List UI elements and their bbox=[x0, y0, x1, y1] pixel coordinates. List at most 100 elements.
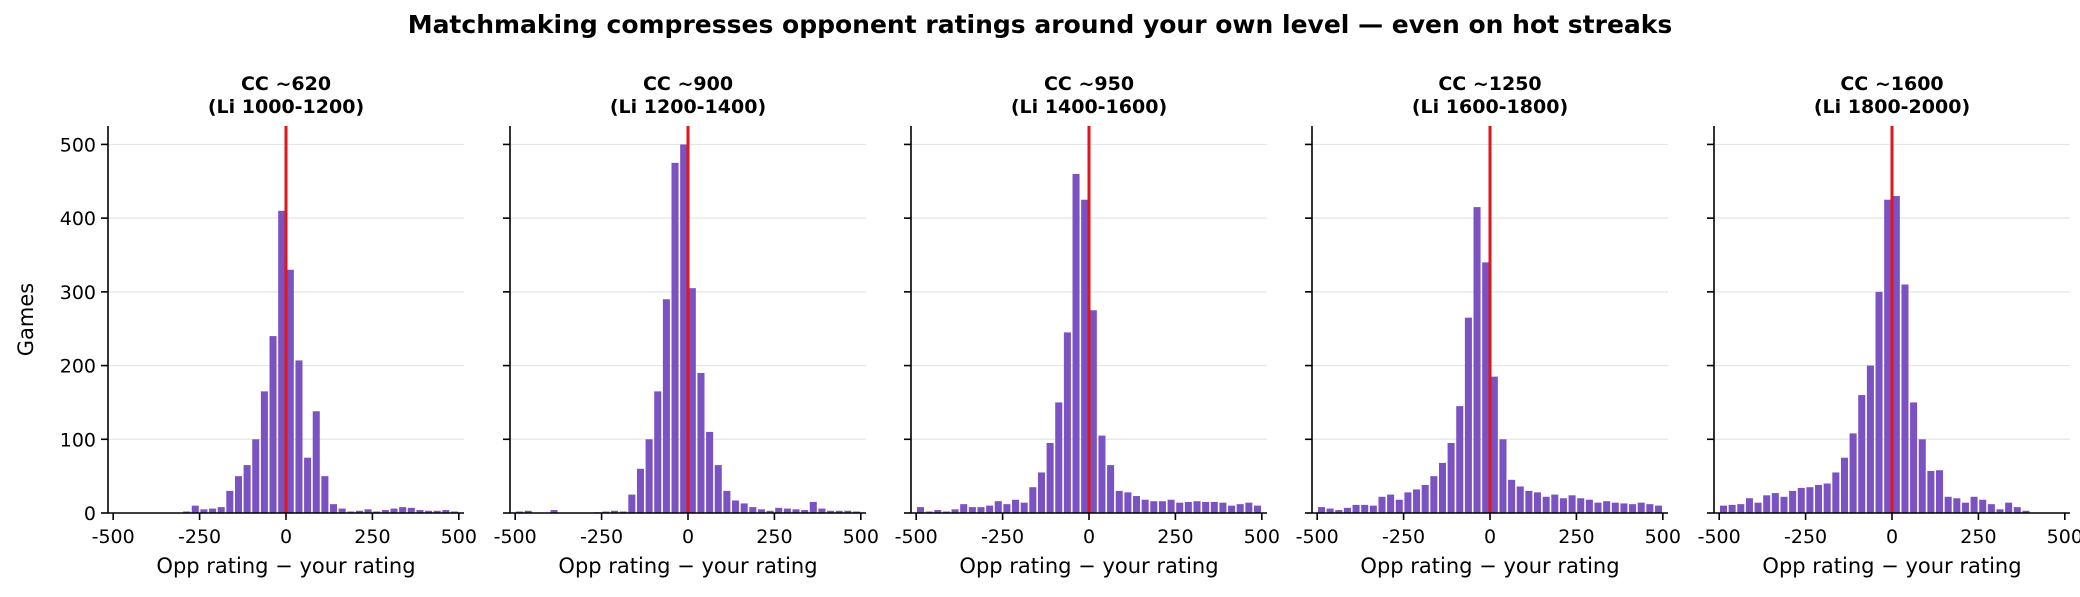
histogram-bar bbox=[1961, 502, 1969, 513]
y-tick-label: 100 bbox=[60, 429, 96, 451]
histogram-bar bbox=[1003, 504, 1011, 513]
chart-panel-4: -500 -250 0 250 500 Opp rating − your rating C… bbox=[1296, 73, 1681, 578]
y-tick-label: 200 bbox=[60, 356, 96, 378]
chart-panel-1: 0 100 200 300 400 500 -500 -250 0 250 500 Opp ratin… bbox=[14, 73, 477, 578]
histogram-bar bbox=[1918, 439, 1926, 513]
histogram-bar bbox=[1176, 502, 1184, 513]
histogram-bar bbox=[1387, 494, 1395, 513]
x-axis-label: Opp rating − your rating bbox=[959, 554, 1218, 578]
histogram-bar bbox=[1987, 504, 1995, 513]
histogram-bar bbox=[1719, 505, 1728, 513]
y-tick-label: 300 bbox=[60, 282, 96, 304]
histogram-bar bbox=[1559, 498, 1567, 513]
histogram-bar bbox=[1763, 495, 1771, 513]
histogram-bar bbox=[1352, 504, 1360, 513]
histogram-bar bbox=[916, 507, 925, 513]
histogram-bar bbox=[1037, 472, 1045, 513]
histogram-bar bbox=[524, 510, 532, 513]
histogram-bar bbox=[1253, 505, 1262, 513]
histogram-bar bbox=[951, 509, 959, 513]
chart-panel-5: -500 -250 0 250 500 Opp rating − your rating C… bbox=[1698, 73, 2080, 578]
histogram-bar bbox=[1167, 499, 1175, 513]
histogram-bar bbox=[934, 510, 942, 513]
x-tick-label: -250 bbox=[981, 526, 1024, 548]
histogram-bar bbox=[977, 507, 985, 513]
histogram-bar bbox=[1464, 317, 1472, 513]
histogram-bar bbox=[1081, 199, 1089, 513]
histogram-bar bbox=[1840, 457, 1848, 513]
chart-panel-3: -500 -250 0 250 500 Opp rating − your rating C… bbox=[895, 73, 1280, 578]
histogram-bar bbox=[1754, 502, 1762, 513]
histogram-bar bbox=[1508, 479, 1516, 513]
histogram-bar bbox=[442, 510, 450, 513]
x-tick-label: 250 bbox=[1558, 526, 1594, 548]
histogram-bar bbox=[278, 210, 286, 513]
histogram-bar bbox=[312, 411, 320, 513]
histogram-bar bbox=[390, 508, 398, 513]
histogram-bar bbox=[960, 504, 968, 513]
histogram-bar bbox=[1150, 501, 1158, 513]
panel-title: CC ~1250 bbox=[1438, 73, 1541, 95]
histogram-bar bbox=[1789, 490, 1797, 513]
histogram-bar bbox=[1901, 284, 1909, 513]
histogram-bar bbox=[775, 507, 783, 513]
histogram-bar bbox=[636, 468, 644, 513]
histogram-bar bbox=[1012, 499, 1020, 513]
histogram-bar bbox=[783, 508, 791, 513]
histogram-bar bbox=[252, 439, 260, 513]
histogram-bar bbox=[1202, 501, 1210, 513]
histogram-bar bbox=[1646, 504, 1654, 513]
x-tick-label: 0 bbox=[1886, 526, 1898, 548]
histogram-bar bbox=[844, 510, 852, 513]
histogram-bar bbox=[321, 476, 329, 513]
histogram-bar bbox=[2005, 502, 2013, 513]
histogram-bar bbox=[1832, 472, 1840, 513]
histogram-bar bbox=[1542, 496, 1550, 513]
x-tick-label: -500 bbox=[92, 526, 135, 548]
histogram-bar bbox=[1210, 501, 1218, 513]
panel-title: (Li 1600-1800) bbox=[1412, 96, 1568, 118]
histogram-bar bbox=[662, 299, 670, 513]
histogram-bar bbox=[355, 510, 363, 513]
x-tick-label: 500 bbox=[441, 526, 477, 548]
x-tick-label: 500 bbox=[2047, 526, 2080, 548]
histogram-bar bbox=[801, 510, 809, 513]
histogram-bar bbox=[425, 510, 433, 513]
histogram-bar bbox=[835, 510, 843, 513]
histogram-bar bbox=[1133, 496, 1141, 513]
histogram-bar bbox=[994, 501, 1002, 513]
histogram-bar bbox=[1395, 499, 1403, 513]
panel-title: (Li 1000-1200) bbox=[208, 96, 364, 118]
histogram-bar bbox=[1447, 442, 1455, 513]
histogram-bar bbox=[1335, 510, 1343, 513]
histogram-bar bbox=[1228, 505, 1236, 513]
x-tick-label: 0 bbox=[1484, 526, 1496, 548]
x-tick-label: 0 bbox=[682, 526, 694, 548]
histogram-bar bbox=[217, 507, 225, 513]
histogram-bar bbox=[1884, 199, 1892, 513]
histogram-bar bbox=[1473, 207, 1481, 514]
histogram-bar bbox=[1236, 504, 1244, 513]
histogram-bar bbox=[1020, 502, 1028, 513]
x-tick-label: -250 bbox=[580, 526, 623, 548]
histogram-bar bbox=[1490, 376, 1498, 513]
histogram-bar bbox=[2013, 507, 2021, 513]
histogram-bar bbox=[1849, 433, 1857, 513]
histogram-bar bbox=[1115, 490, 1123, 513]
histogram-bar bbox=[1421, 484, 1429, 513]
histogram-bar bbox=[243, 465, 251, 513]
panel-title: (Li 1200-1400) bbox=[610, 96, 766, 118]
histogram-bar bbox=[1936, 470, 1944, 513]
chart-panel-2: -500 -250 0 250 500 Opp rating − your rating C… bbox=[494, 73, 879, 578]
histogram-bar bbox=[1107, 465, 1115, 513]
figure-title: Matchmaking compresses opponent ratings … bbox=[408, 10, 1673, 39]
histogram-bar bbox=[1611, 502, 1619, 513]
histogram-bar bbox=[1927, 470, 1935, 513]
histogram-bar bbox=[671, 162, 679, 513]
histogram-bar bbox=[1404, 492, 1412, 513]
histogram-bar bbox=[1780, 496, 1788, 513]
x-tick-label: 250 bbox=[354, 526, 390, 548]
histogram-bar bbox=[1317, 507, 1326, 513]
histogram-bar bbox=[1063, 332, 1071, 513]
histogram-bar bbox=[433, 510, 441, 513]
